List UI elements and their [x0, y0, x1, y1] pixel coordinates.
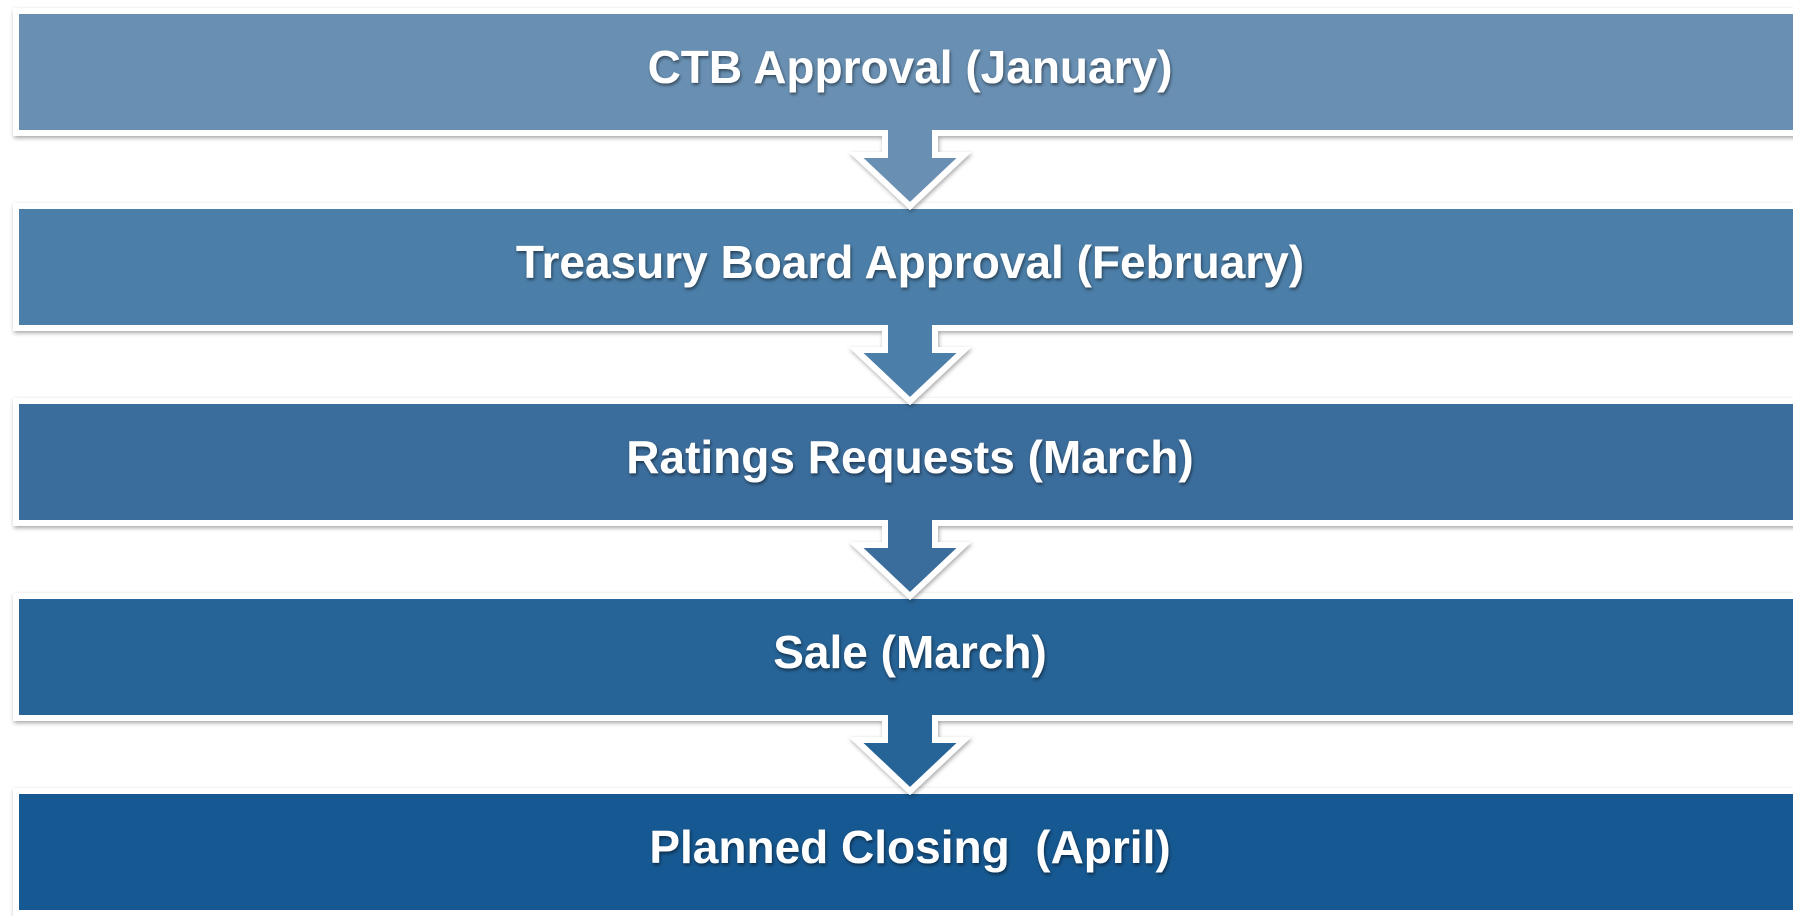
step-labels: CTB Approval (January) Treasury Board App…: [516, 41, 1304, 873]
step-label: Ratings Requests (March): [626, 431, 1193, 483]
step-box: [13, 8, 1793, 211]
step-box: [13, 203, 1793, 406]
steps: [13, 8, 1793, 916]
step-box: [13, 788, 1793, 916]
step-box: [13, 593, 1793, 796]
step-box: [13, 398, 1793, 601]
step-label: Sale (March): [773, 626, 1047, 678]
step-label: Planned Closing (April): [649, 821, 1170, 873]
step-label: Treasury Board Approval (February): [516, 236, 1304, 288]
step-label: CTB Approval (January): [648, 41, 1173, 93]
